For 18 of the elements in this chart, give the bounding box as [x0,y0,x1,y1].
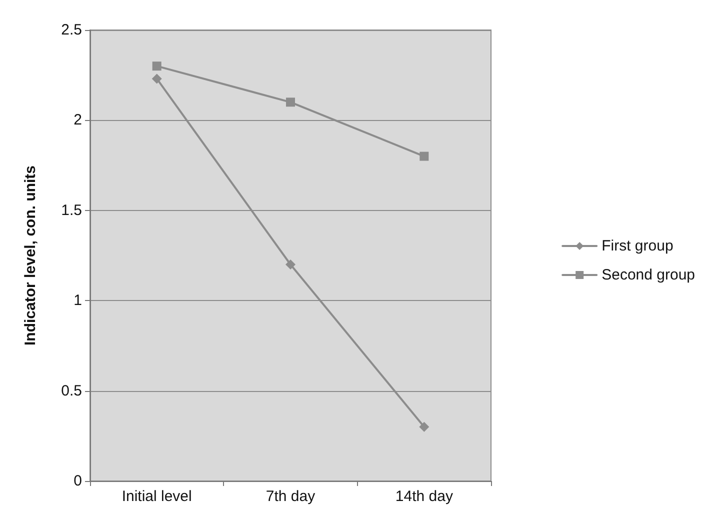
y-tick-label: 0 [74,472,82,490]
legend-label: First group [602,238,674,254]
point [286,98,295,107]
x-tick-label: Initial level [122,488,192,505]
y-tick-label: 1.5 [61,202,82,219]
y-axis-title: Indicator level, con. units [22,165,39,346]
x-tick-label: 14th day [395,488,454,505]
y-tick-label: 1 [74,292,82,310]
point [152,74,162,84]
y-tick-label: 2.5 [61,22,82,38]
point [419,422,430,432]
y-tick-label: 0.5 [61,382,82,400]
point [420,152,429,161]
legend-label: Second group [602,266,695,284]
y-tick-label: 2 [74,112,82,129]
point [286,260,296,270]
x-tick-label: 7th day [266,488,316,505]
point [152,62,162,71]
